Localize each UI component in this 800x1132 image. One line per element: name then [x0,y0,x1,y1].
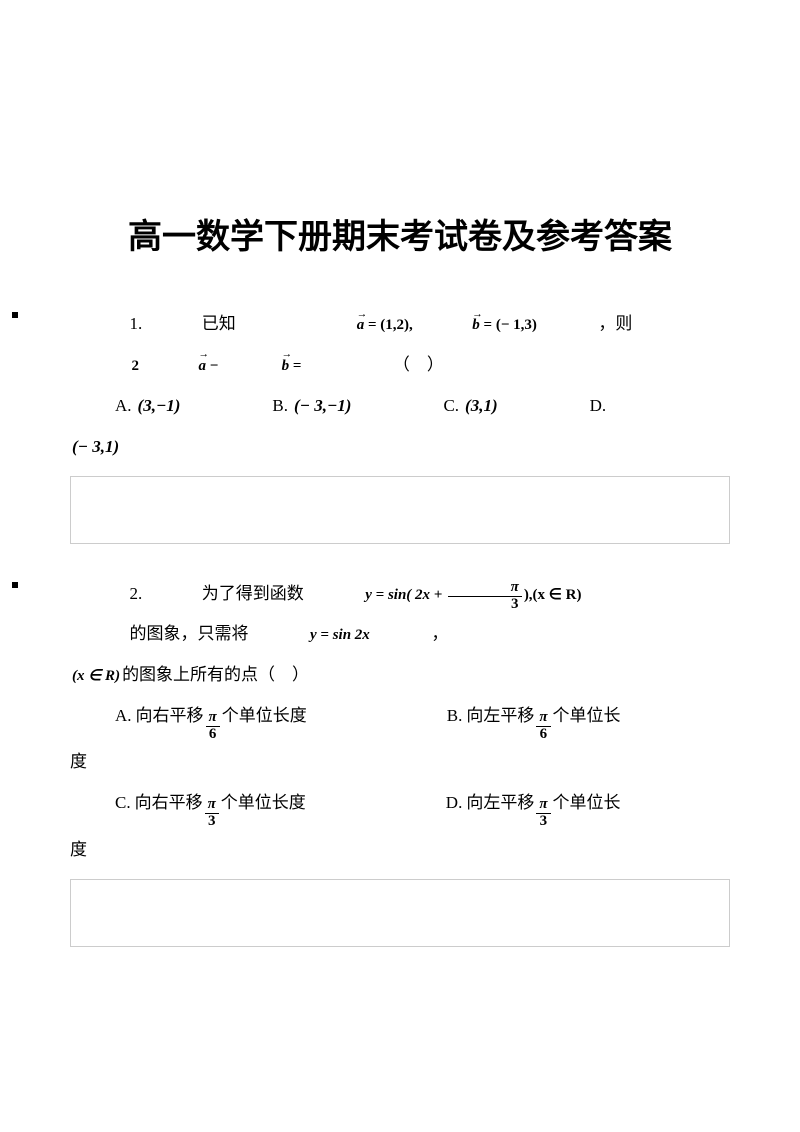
q1-stem: 1. 已知 a = (1,2),b = (− 1,3) ，则 2a − b = … [70,304,730,386]
q1-choice-b: B. (− 3,−1) [272,386,353,427]
vector-b: b [413,307,480,343]
q2-b-den: 6 [536,727,550,743]
bullet-icon [12,582,18,588]
q1-prefix: 已知 [142,304,236,345]
q1-choice-d: D. [590,386,611,427]
question-1: 1. 已知 a = (1,2),b = (− 1,3) ，则 2a − b = … [70,304,730,467]
q2-d-cont: 度 [70,830,87,871]
q1-d-val: (− 3,1) [72,427,119,468]
q2-d-den: 3 [536,814,550,830]
q2-c-den: 3 [205,814,219,830]
q2-b-frac: π6 [536,710,550,743]
answer-box-1 [70,476,730,544]
q1-eq-b: = (− 1,3) [480,317,537,333]
q1-choices: A. (3,−1) B. (− 3,−1) C. (3,1) D. [70,386,730,427]
q1-two: 2 [132,358,140,374]
q2-d-pre: 向左平移 [466,783,534,824]
q1-choice-c: C. (3,1) [443,386,499,427]
bullet-icon [12,312,18,318]
question-2: 2. 为了得到函数 y = sin( 2x + π3),(x ∈ R) 的图象，… [70,574,730,871]
q1-choice-d-cont: (− 3,1) [70,427,730,468]
q2-c-pre: 向右平移 [135,783,203,824]
q2-choice-b: B. 向左平移 π6 个单位长 [447,696,621,743]
q2-stem-line1: 2. 为了得到函数 y = sin( 2x + π3),(x ∈ R) 的图象，… [70,574,730,656]
q2-b-num: π [536,710,550,727]
q2-number: 2. [70,574,142,615]
q1-math-a: a = (1,2),b = (− 1,3) [238,307,537,343]
q1-a-val: (3,−1) [138,386,181,427]
q2-choices-row2: C. 向右平移 π3 个单位长度 D. 向左平移 π3 个单位长 [70,783,730,830]
q1-number: 1. [70,304,142,345]
q2-three: 3 [448,597,522,613]
q2-xr: (x ∈ R) [72,658,120,694]
q1-comma: ，则 [539,304,633,345]
q2-c-label: C. [115,783,131,824]
q1-eq-a: = (1,2), [364,317,413,333]
q2-a-num: π [206,710,220,727]
q2-a-label: A. [115,696,132,737]
q2-b-pre: 向左平移 [466,696,534,737]
q1-a-label: A. [115,386,132,427]
q2-b-cont-line: 度 [70,742,730,783]
q1-b-label: B. [272,386,288,427]
q2-prefix: 为了得到函数 [142,574,304,615]
vector-a2: a [139,348,206,384]
q2-c-num: π [205,797,219,814]
q1-tail: （ ） [333,345,444,386]
q2-sin2x: y = sin 2x [251,617,370,653]
q2-close: ),(x ∈ R) [524,587,582,603]
answer-box-2 [70,879,730,947]
q2-d-label: D. [446,783,463,824]
vector-b2: b [222,348,289,384]
q2-b-label: B. [447,696,463,737]
page-title: 高一数学下册期末考试卷及参考答案 [70,210,730,264]
q2-mid: 的图象，只需将 [70,614,249,655]
q2-choice-c: C. 向右平移 π3 个单位长度 [115,783,306,830]
q1-expr: 2a − b = [72,348,301,384]
q2-d-cont-line: 度 [70,830,730,871]
q2-choice-d: D. 向左平移 π3 个单位长 [446,783,621,830]
q2-d-frac: π3 [536,797,550,830]
q2-a-frac: π6 [206,710,220,743]
q2-d-num: π [536,797,550,814]
q2-stem-line2: (x ∈ R) 的图象上所有的点（ ） [70,655,730,696]
q2-y-eq: y = sin( 2x + [365,587,446,603]
q2-choice-a: A. 向右平移 π6 个单位长度 [115,696,307,743]
q1-choice-a: A. (3,−1) [115,386,182,427]
q1-c-val: (3,1) [465,386,498,427]
q1-c-label: C. [443,386,459,427]
q2-b-post: 个单位长 [553,696,621,737]
q2-c-post: 个单位长度 [221,783,306,824]
q2-pi: π [448,580,522,597]
q2-line2-tail: 的图象上所有的点（ ） [122,655,309,696]
q2-comma: ， [372,614,449,655]
q2-a-post: 个单位长度 [222,696,307,737]
q2-choices-row1: A. 向右平移 π6 个单位长度 B. 向左平移 π6 个单位长 [70,696,730,743]
q2-a-pre: 向右平移 [136,696,204,737]
q2-b-cont: 度 [70,742,87,783]
vector-a: a [297,307,364,343]
q2-c-frac: π3 [205,797,219,830]
q1-b-val: (− 3,−1) [294,386,351,427]
q2-frac-pi3: π3 [448,580,522,613]
q2-d-post: 个单位长 [553,783,621,824]
q2-func: y = sin( 2x + π3),(x ∈ R) [306,577,582,613]
q1-d-label: D. [590,386,607,427]
q2-a-den: 6 [206,727,220,743]
